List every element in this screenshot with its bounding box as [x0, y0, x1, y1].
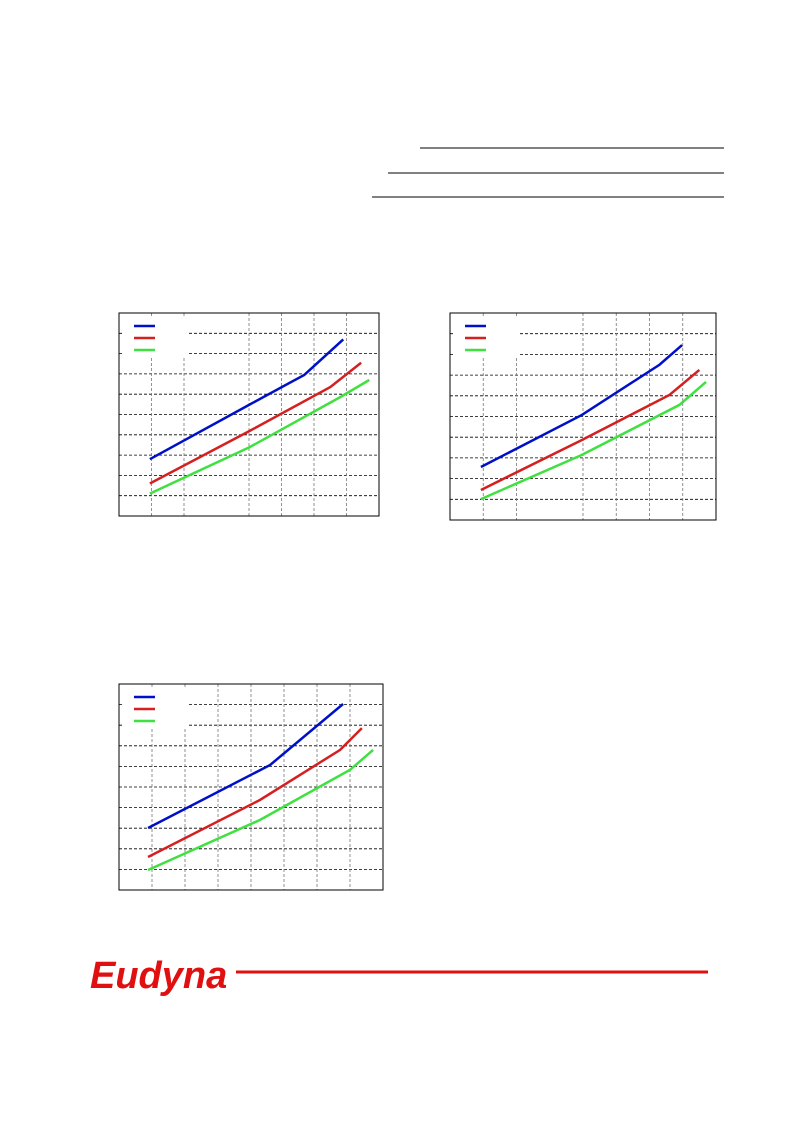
series-line: [147, 748, 374, 872]
series-line: [480, 368, 701, 492]
logo: Eudyna: [90, 955, 227, 997]
series-line: [480, 380, 707, 501]
plot-frame: [118, 683, 384, 891]
series-line: [480, 344, 683, 469]
plot-frame: [118, 312, 380, 517]
series-line: [149, 338, 345, 461]
series-line: [147, 727, 363, 859]
series-line: [149, 361, 362, 485]
plot-frame: [449, 312, 717, 521]
series-line: [149, 378, 370, 495]
series-line: [147, 703, 344, 830]
